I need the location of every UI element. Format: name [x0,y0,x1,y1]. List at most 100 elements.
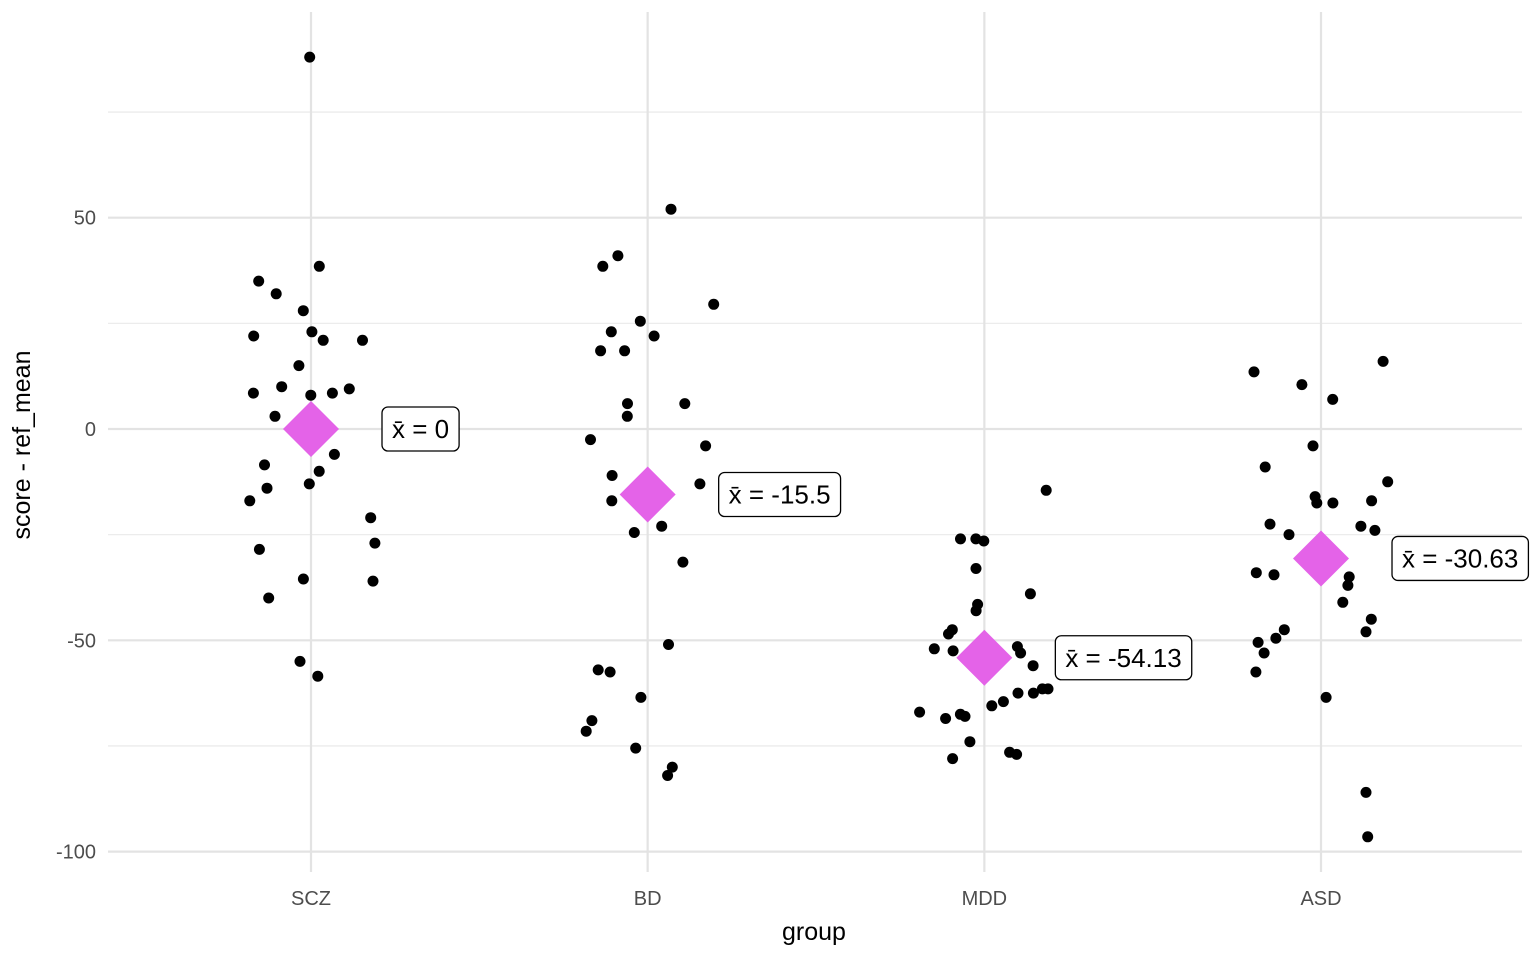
data-point [1343,571,1355,583]
data-point [343,383,355,395]
data-point [263,592,275,604]
data-point [947,753,959,765]
data-point [1015,647,1027,659]
data-point [1027,687,1039,699]
y-axis-ticks: -100 -50 0 50 [56,208,96,864]
data-point [580,725,592,737]
data-point [247,387,259,399]
data-point [663,639,674,650]
mean-label: x̄ = 0 [381,406,460,452]
data-point [253,275,265,287]
mean-label: x̄ = -15.5 [718,471,842,518]
mean-label-text: x̄ = -30.63 [1402,543,1518,573]
data-point [1040,484,1052,496]
data-point [622,398,633,410]
data-point [964,736,976,748]
data-point [970,563,982,574]
data-point [628,527,640,538]
data-point [586,715,598,727]
data-point [313,465,325,477]
data-point [304,51,316,63]
data-point [606,495,618,507]
data-point [303,478,315,490]
data-point [708,298,720,310]
data-point [662,770,674,781]
data-point [326,387,338,399]
data-point [1264,518,1276,530]
mean-label-box [1391,535,1530,582]
data-point [1012,687,1024,699]
data-point [1270,632,1282,644]
data-point [1369,524,1381,536]
data-point [595,345,607,357]
data-point [269,410,281,422]
data-point [914,706,926,718]
data-point [293,360,305,372]
data-point [606,470,618,481]
data-point [1311,497,1323,509]
mean-label-box [718,471,842,518]
data-point [666,761,678,773]
data-point [270,288,282,300]
data-point [1337,596,1349,608]
y-tick-label: 50 [74,208,96,230]
data-point [619,345,631,357]
data-point [665,203,677,215]
y-tick-label: -100 [56,842,96,864]
data-point [1355,520,1367,532]
data-point [630,742,642,754]
data-point [947,645,959,657]
data-point [369,537,381,549]
data-point [261,482,273,494]
data-point [648,330,660,342]
mean-label-text: x̄ = -54.13 [1065,643,1181,673]
data-point [943,628,954,640]
data-point [1248,366,1260,378]
data-point [1027,660,1039,672]
data-point [621,410,633,422]
data-point [656,520,668,532]
data-point [1342,579,1354,591]
data-point [1268,569,1280,581]
data-point [1036,683,1048,695]
data-point [1382,476,1394,488]
x-tick-label: SCZ [291,888,331,910]
mean-diamond [1293,530,1350,587]
data-point [1377,355,1389,367]
data-point [928,643,940,655]
data-point [694,478,706,490]
x-axis-title: group [782,918,846,946]
data-points [244,51,1394,843]
mean-diamond [283,401,339,457]
x-tick-label: BD [634,888,662,910]
data-point [312,670,324,682]
data-point [1252,636,1264,648]
data-point [940,713,952,724]
data-point [604,666,616,678]
mean-label: x̄ = -54.13 [1054,635,1193,681]
data-point [276,381,288,393]
data-point [700,440,712,452]
mean-labels: x̄ = 0 x̄ = -15.5 x̄ = -54.13 x̄ = -30.63 [381,406,1530,681]
data-point [970,605,982,617]
mean-label-box [1054,635,1193,681]
data-point [1258,647,1270,659]
data-point [253,543,265,555]
data-point [677,556,689,568]
data-point [357,334,368,346]
data-point [1360,786,1372,798]
data-point [1250,666,1262,678]
data-point [297,573,309,585]
grid-lines [108,12,1522,872]
data-point [592,664,604,676]
data-point [297,305,309,317]
data-point [365,512,377,524]
data-point [634,315,646,327]
data-point [367,575,379,587]
data-point [1327,497,1339,509]
y-tick-label: 0 [85,419,96,441]
data-point [605,326,617,338]
data-point [986,700,998,712]
data-point [1362,831,1374,843]
